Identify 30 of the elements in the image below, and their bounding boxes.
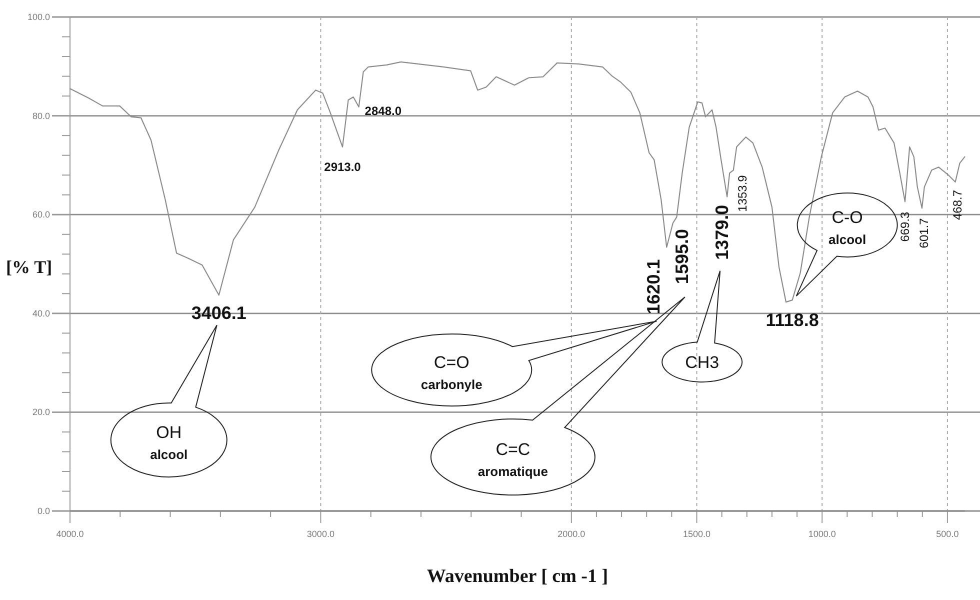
y-tick-label: 40.0: [32, 308, 50, 318]
y-tick-label: 100.0: [27, 12, 50, 22]
x-tick-label: 1500.0: [682, 529, 711, 539]
annotation: 1353.9: [735, 174, 750, 212]
x-tick-label: 4000.0: [56, 529, 84, 539]
y-tick-label: 20.0: [32, 407, 50, 418]
annotation: 1379.0: [712, 204, 732, 260]
x-axis-title: Wavenumber [ cm -1 ]: [426, 566, 608, 587]
x-tick-label: 1000.0: [808, 529, 836, 539]
x-tick-label: 500.0: [936, 529, 959, 539]
annotation: 1595.0: [672, 229, 692, 284]
y-tick-label: 80.0: [32, 110, 50, 121]
annotation: OH alcool: [150, 423, 188, 462]
annotation: 3406.1: [191, 303, 246, 324]
x-tick-label: 3000.0: [306, 529, 334, 539]
annotation: 601.7: [916, 218, 931, 248]
annotation: CH3: [685, 353, 720, 372]
annotation: 1118.8: [766, 310, 819, 330]
annotation: 2913.0: [324, 160, 362, 174]
x-tick-label: 2000.0: [558, 529, 586, 539]
y-tick-label: 60.0: [32, 210, 50, 220]
annotation: C-O alcool: [828, 208, 866, 247]
annotation: 468.7: [950, 190, 964, 220]
y-tick-label: 0.0: [37, 506, 50, 516]
annotation: 2848.0: [364, 104, 402, 118]
annotation: C=C aromatique: [478, 440, 548, 479]
annotation: 669.3: [898, 211, 912, 242]
y-axis-title: [% T]: [6, 257, 52, 277]
annotation: C=O carbonyle: [420, 353, 482, 392]
annotation: 1620.1: [644, 259, 664, 314]
